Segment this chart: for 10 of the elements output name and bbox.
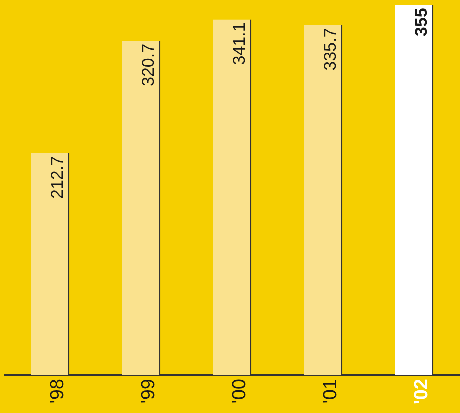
data-label: 355 [412,8,431,37]
x-tick-label: '98 [47,379,68,404]
x-tick-label: '00 [229,379,250,404]
data-label: 212.7 [48,156,67,199]
data-label: 335.7 [320,28,340,71]
x-tick-label: '99 [138,379,160,404]
x-tick-label: '02 [411,379,432,405]
data-label: 341.1 [230,22,249,66]
x-tick-label: '01 [320,379,342,404]
data-label: 320.7 [138,44,158,86]
